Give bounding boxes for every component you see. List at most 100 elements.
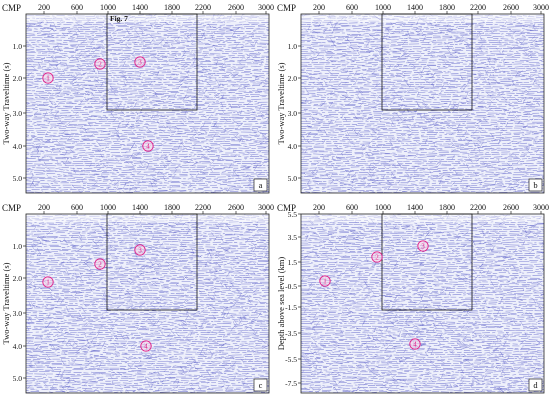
y-tick-label: 1.5 <box>288 258 298 267</box>
svg-text:3: 3 <box>138 59 142 67</box>
panel-a-svg: CMP 200 600 1000 1400 1800 2200 2600 3000 1.0 2.0 3… <box>1 3 274 194</box>
x-tick-label: 1000 <box>100 203 116 212</box>
y-tick-label: 3.5 <box>288 233 298 242</box>
region-marker: 1 <box>42 72 54 84</box>
y-tick-label: 2.0 <box>288 74 298 83</box>
y-tick-label: -1.5 <box>285 303 297 312</box>
x-tick-label: 1800 <box>164 3 180 12</box>
roi-box <box>381 13 473 111</box>
fig-ref-label: Fig. 7 <box>110 14 128 23</box>
x-tick-label: 1400 <box>407 3 423 12</box>
svg-text:a: a <box>259 180 263 190</box>
x-tick-label: 2200 <box>470 203 486 212</box>
panel-c: CMP 200 600 1000 1400 1800 2200 2600 3000 1.0 2.0 3… <box>0 200 275 400</box>
x-tick-label: 1800 <box>439 3 455 12</box>
svg-text:1: 1 <box>323 278 327 286</box>
svg-text:2: 2 <box>375 254 379 262</box>
x-axis-label: CMP <box>277 203 296 213</box>
svg-text:3: 3 <box>421 243 425 251</box>
region-marker: 2 <box>94 58 106 70</box>
svg-text:d: d <box>533 380 538 390</box>
panel-d: CMP 200 600 1000 1400 1800 2200 2600 3000 5.5 3.5 1… <box>275 200 550 400</box>
x-tick-label: 1000 <box>375 203 391 212</box>
region-marker: 4 <box>140 340 152 352</box>
x-tick-label: 1800 <box>164 203 180 212</box>
region-marker: 2 <box>94 258 106 270</box>
region-marker: 1 <box>319 275 331 287</box>
panel-tag: b <box>528 178 543 192</box>
seismic-section <box>26 14 269 193</box>
region-marker: 1 <box>42 276 54 288</box>
x-tick-label: 1400 <box>407 203 423 212</box>
svg-text:c: c <box>259 380 263 390</box>
x-tick-label: 1400 <box>132 203 148 212</box>
svg-text:1: 1 <box>46 279 50 287</box>
roi-box <box>106 213 198 311</box>
x-axis-label: CMP <box>2 3 21 13</box>
svg-text:2: 2 <box>98 261 102 269</box>
y-axis-label: Two-way Traveltime (s) <box>276 62 286 144</box>
y-tick-label: 3.0 <box>13 309 23 318</box>
y-tick-label: 4.0 <box>288 142 298 151</box>
x-tick-label: 3000 <box>258 203 274 212</box>
y-tick-label: 1.0 <box>288 42 298 51</box>
svg-text:4: 4 <box>413 341 417 349</box>
region-marker: 4 <box>142 140 154 152</box>
x-tick-label: 3000 <box>258 3 274 12</box>
region-marker: 3 <box>417 240 429 252</box>
y-tick-label: 1.0 <box>13 242 23 251</box>
y-tick-label: 5.0 <box>13 174 23 183</box>
roi-box <box>106 13 198 111</box>
panel-a: CMP 200 600 1000 1400 1800 2200 2600 3000 1.0 2.0 3… <box>0 0 275 200</box>
panel-tag: d <box>528 378 543 392</box>
x-tick-label: 200 <box>38 203 50 212</box>
y-axis-label: Two-way Traveltime (s) <box>1 62 11 144</box>
x-tick-label: 1000 <box>375 3 391 12</box>
y-tick-label: 5.0 <box>13 374 23 383</box>
region-marker: 3 <box>134 244 146 256</box>
region-marker: 3 <box>134 56 146 68</box>
panel-b-svg: CMP 200 600 1000 1400 1800 2200 2600 3000 1.0 2.0 3… <box>276 3 549 194</box>
y-tick-label: 3.0 <box>13 109 23 118</box>
svg-text:1: 1 <box>46 75 50 83</box>
y-tick-label: 2.0 <box>13 274 23 283</box>
y-tick-label: 4.0 <box>13 342 23 351</box>
x-tick-label: 200 <box>38 3 50 12</box>
y-tick-label: 3.0 <box>288 109 298 118</box>
svg-text:4: 4 <box>146 143 150 151</box>
x-tick-label: 600 <box>346 3 358 12</box>
seismic-section <box>301 214 544 393</box>
svg-text:2: 2 <box>98 61 102 69</box>
region-marker: 4 <box>409 338 421 350</box>
x-tick-label: 600 <box>71 203 83 212</box>
svg-text:3: 3 <box>138 247 142 255</box>
x-tick-label: 1400 <box>132 3 148 12</box>
x-tick-label: 2200 <box>195 3 211 12</box>
seismic-section <box>301 14 544 193</box>
x-tick-label: 2600 <box>228 3 244 12</box>
y-tick-label: 2.0 <box>13 74 23 83</box>
x-tick-label: 2600 <box>503 203 519 212</box>
y-tick-label: 1.0 <box>13 42 23 51</box>
x-tick-label: 200 <box>313 3 325 12</box>
panel-b: CMP 200 600 1000 1400 1800 2200 2600 3000 1.0 2.0 3… <box>275 0 550 200</box>
y-tick-label: 5.5 <box>288 210 298 219</box>
seismic-section <box>26 214 269 393</box>
panel-tag: a <box>253 178 268 192</box>
x-tick-label: 600 <box>346 203 358 212</box>
panel-c-svg: CMP 200 600 1000 1400 1800 2200 2600 3000 1.0 2.0 3… <box>1 203 274 394</box>
y-tick-label: 4.0 <box>13 142 23 151</box>
x-tick-label: 600 <box>71 3 83 12</box>
svg-text:b: b <box>533 180 537 190</box>
x-tick-label: 200 <box>313 203 325 212</box>
x-axis-label: CMP <box>2 203 21 213</box>
x-tick-label: 3000 <box>533 203 549 212</box>
roi-box <box>381 213 473 311</box>
panel-tag: c <box>253 378 268 392</box>
panel-d-svg: CMP 200 600 1000 1400 1800 2200 2600 3000 5.5 3.5 1… <box>276 203 549 394</box>
y-axis-label: Two-way Traveltime (s) <box>1 262 11 344</box>
x-tick-label: 3000 <box>533 3 549 12</box>
y-tick-label: -5.5 <box>285 355 297 364</box>
x-tick-label: 2200 <box>195 203 211 212</box>
region-marker: 2 <box>371 251 383 263</box>
